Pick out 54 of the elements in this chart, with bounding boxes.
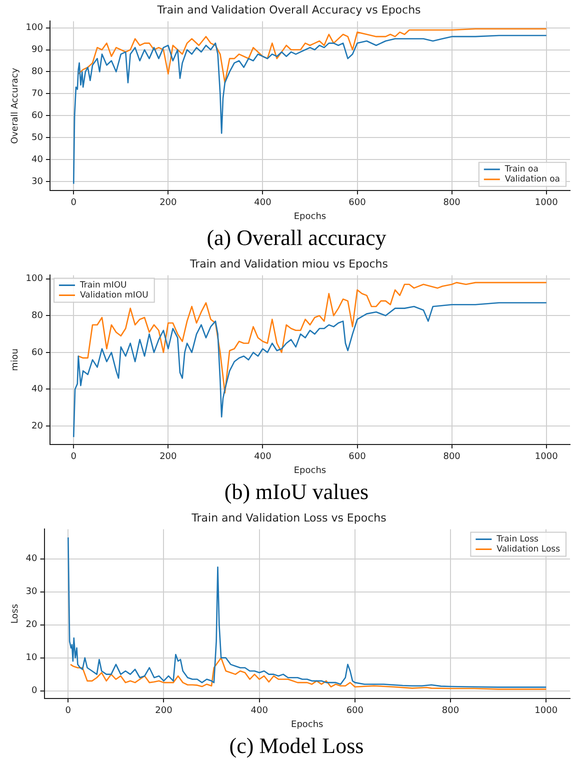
- text: (b) mIoU values: [223, 478, 370, 506]
- x-tick-label: 600: [348, 452, 366, 462]
- y-tick-label: 40: [32, 384, 44, 395]
- text: (c) Model Loss: [228, 732, 365, 760]
- y-tick-label: 50: [32, 133, 44, 144]
- text: (a) Overall accuracy: [206, 224, 388, 252]
- legend-label: Validation mIOU: [80, 290, 148, 300]
- legend-label: Train mIOU: [78, 280, 127, 290]
- legend-label: Validation oa: [504, 174, 560, 185]
- y-tick-label: 30: [26, 587, 38, 598]
- x-tick-label: 1000: [534, 198, 558, 208]
- x-tick-label: 200: [155, 706, 173, 716]
- x-tick-label: 1000: [534, 706, 558, 716]
- y-tick-label: 40: [26, 554, 38, 564]
- x-tick-label: 200: [160, 198, 178, 208]
- x-tick-label: 200: [160, 452, 178, 462]
- y-tick-label: 80: [32, 67, 44, 78]
- x-tick-label: 400: [254, 452, 272, 462]
- x-tick-label: 1000: [534, 452, 558, 462]
- y-tick-label: 80: [32, 311, 44, 322]
- y-tick-label: 60: [32, 111, 44, 122]
- y-tick-label: 30: [32, 176, 44, 187]
- legend-label: Train oa: [504, 164, 538, 175]
- y-tick-label: 70: [32, 89, 44, 100]
- y-tick-label: 20: [26, 620, 38, 630]
- x-tick-label: 0: [70, 198, 77, 208]
- x-tick-label: 600: [348, 198, 366, 208]
- y-tick-label: 60: [32, 348, 44, 358]
- y-tick-label: 100: [26, 23, 44, 34]
- y-tick-label: 20: [32, 421, 44, 432]
- x-tick-label: 400: [254, 198, 272, 208]
- x-tick-label: 400: [250, 706, 268, 716]
- chart-title: Train and Validation miou vs Epochs: [188, 257, 388, 270]
- y-tick-label: 10: [26, 653, 38, 664]
- y-axis-title: Loss: [10, 604, 21, 624]
- x-axis-title: Epochs: [294, 212, 326, 222]
- legend-label: Validation Loss: [496, 544, 561, 554]
- y-tick-label: 40: [32, 154, 44, 165]
- x-tick-label: 800: [443, 452, 461, 462]
- y-axis-title: miou: [10, 348, 21, 372]
- x-tick-label: 600: [346, 706, 364, 716]
- x-tick-label: 0: [65, 706, 72, 716]
- x-tick-label: 800: [443, 198, 461, 208]
- x-tick-label: 800: [442, 706, 460, 716]
- x-axis-title: Epochs: [291, 720, 324, 730]
- y-tick-label: 100: [26, 274, 44, 284]
- legend-label: Train Loss: [496, 534, 539, 544]
- x-tick-label: 0: [70, 452, 77, 462]
- y-axis-title: Overall Accuracy: [10, 67, 21, 144]
- x-axis-title: Epochs: [294, 466, 326, 476]
- y-tick-label: 0: [32, 686, 38, 696]
- chart-title: Train and Validation Loss vs Epochs: [190, 511, 387, 524]
- chart-title: Train and Validation Overall Accuracy vs Epochs: [156, 3, 422, 16]
- y-tick-label: 90: [32, 45, 44, 56]
